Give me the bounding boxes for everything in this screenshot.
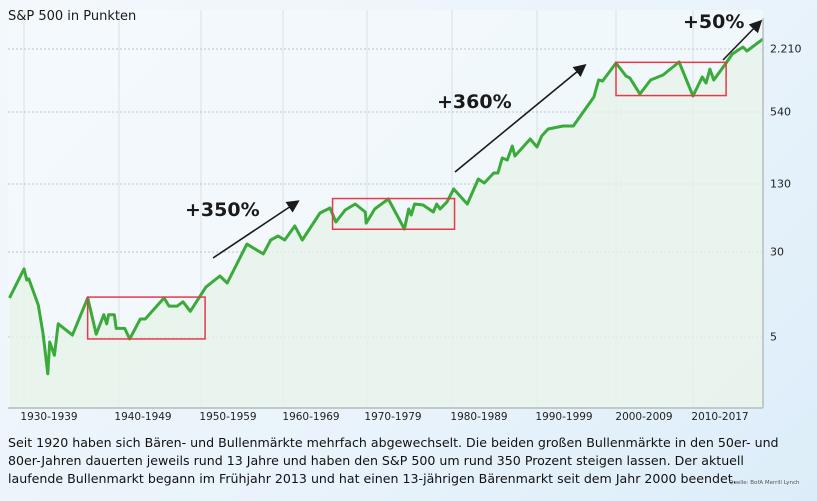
- highlight-box: [331, 197, 456, 230]
- x-tick-label: 1960-1969: [282, 411, 340, 423]
- trend-arrow-icon: [722, 19, 763, 61]
- annotation-360: +360%: [437, 91, 512, 113]
- trend-arrow-icon: [454, 63, 587, 173]
- y-tick-label: 2.210: [770, 42, 802, 56]
- y-tick-label: 30: [770, 245, 784, 259]
- caption: Seit 1920 haben sich Bären- und Bullenmä…: [8, 435, 779, 486]
- x-tick-label: 1980-1989: [450, 411, 508, 423]
- highlight-box: [615, 61, 727, 97]
- x-tick-label: 2010-2017: [691, 411, 749, 423]
- y-tick-label: 540: [770, 105, 791, 119]
- x-tick-label: 1930-1939: [20, 411, 78, 423]
- y-tick-label: 130: [770, 177, 791, 191]
- x-tick-label: 2000-2009: [615, 411, 673, 423]
- source-note: Quelle: BofA Merrill Lynch: [729, 480, 800, 486]
- y-tick-label: 5: [770, 330, 777, 344]
- x-tick-label: 1990-1999: [535, 411, 593, 423]
- chart-title: S&P 500 in Punkten: [8, 9, 137, 24]
- area-fill: [9, 38, 764, 409]
- x-tick-label: 1940-1949: [114, 411, 172, 423]
- annotation-350: +350%: [185, 199, 260, 221]
- x-tick-label: 1950-1959: [199, 411, 257, 423]
- highlight-box: [86, 296, 206, 340]
- x-tick-label: 1970-1979: [364, 411, 422, 423]
- annotation-50: +50%: [683, 11, 745, 33]
- trend-arrow-icon: [212, 200, 300, 259]
